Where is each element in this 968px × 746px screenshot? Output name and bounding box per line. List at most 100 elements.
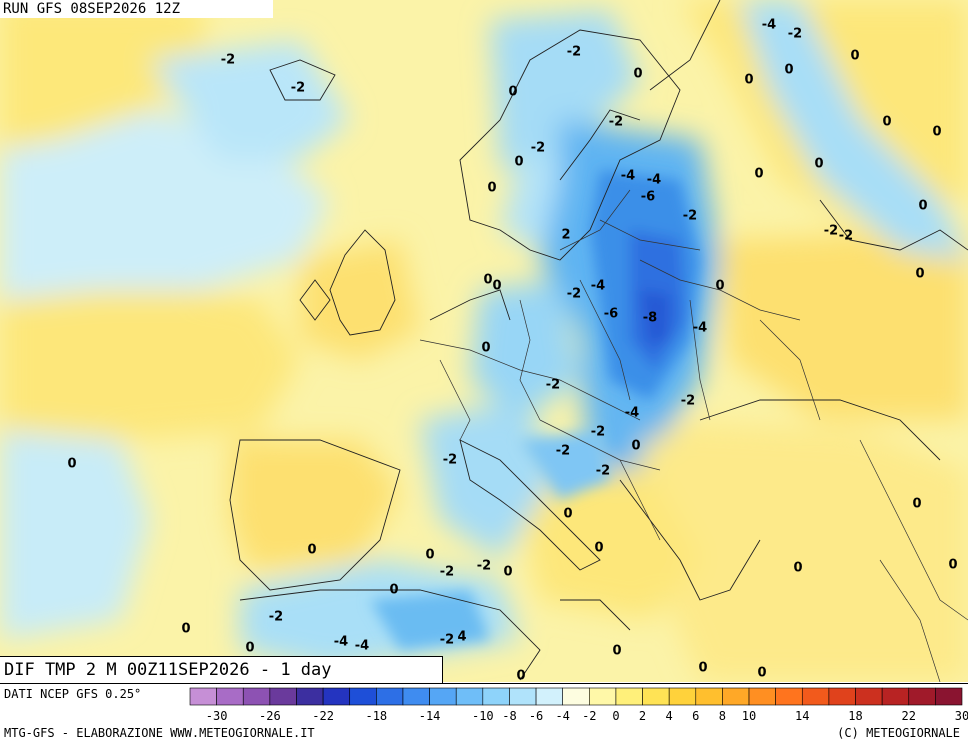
isoline-label: -4 [647,173,661,188]
colorbar: -30 -26 -22 -18 -14 -10 -8 -6 -4 -2 0 2 4 6 8 10 14 18 22 3… [189,687,968,723]
isoline-label: -2 [567,45,581,60]
isoline-label: 0 [882,115,891,130]
isoline-label: -4 [625,406,639,421]
isoline-label: -2 [477,559,491,574]
isoline-label: -2 [221,53,235,68]
colorbar-swatch [562,687,590,706]
colorbar-tick-label: -6 [529,709,543,723]
colorbar-swatch [775,687,803,706]
coastlines [229,0,968,681]
isoline-label: 0 [425,548,434,563]
colorbar-swatch [322,687,351,706]
colorbar-swatch [908,687,936,706]
isoline-label: -8 [643,311,657,326]
colorbar-swatch [429,687,457,706]
colorbar-swatch [642,687,670,706]
isoline-label: 0 [514,155,523,170]
colorbar-swatch [801,687,830,706]
isoline-label: 0 [563,507,572,522]
anomaly-core [370,170,700,650]
colorbar-swatch [828,687,856,706]
colorbar-swatch [855,687,883,706]
colorbar-swatch [216,687,244,706]
colorbar-tick-label: -8 [502,709,516,723]
colorbar-tick-label: 22 [902,709,916,723]
isoline-label: 0 [594,541,603,556]
colorbar-tick-label: 14 [795,709,809,723]
isoline-label: 0 [757,666,766,681]
colorbar-swatch [482,687,510,706]
isoline-label: 0 [483,273,492,288]
isoline-label: -4 [591,279,605,294]
isoline-label: -2 [269,610,283,625]
map-title: DIF TMP 2 M 00Z11SEP2026 - 1 day [0,656,443,684]
isoline-label: 0 [481,341,490,356]
isoline-label: -2 [683,209,697,224]
isoline-label: 0 [715,279,724,294]
isoline-label: -4 [693,321,707,336]
colorbar-swatch [269,687,297,706]
isoline-label: 0 [245,641,254,656]
isoline-label: -2 [596,464,610,479]
anomaly-field [0,0,968,682]
isoline-label: -2 [609,115,623,130]
isoline-label: 0 [633,67,642,82]
colorbar-swatch [509,687,537,706]
isoline-label: -2 [839,229,853,244]
colorbar-tick-label: -22 [312,709,334,723]
colorbar-swatch [535,687,563,706]
colorbar-tick-label: -30 [206,709,228,723]
isoline-label: -4 [762,18,776,33]
colorbar-tick-label: -4 [555,709,569,723]
run-label: RUN GFS 08SEP2026 12Z [0,0,273,18]
isoline-label: 0 [754,167,763,182]
isoline-label: -2 [681,394,695,409]
colorbar-swatch [881,687,910,706]
isoline-label: 0 [508,85,517,100]
colorbar-swatch [455,687,484,706]
colorbar-swatch [748,687,776,706]
isoline-label: 0 [516,669,525,683]
isoline-label: 0 [698,661,707,676]
isoline-label: -4 [621,169,635,184]
colorbar-tick-label: 6 [692,709,699,723]
isoline-label: -2 [531,141,545,156]
colorbar-tick-label: 10 [742,709,756,723]
isoline-label: 0 [307,543,316,558]
isoline-label: -2 [567,287,581,302]
isoline-label: 4 [457,630,466,645]
colorbar-tick-label: 4 [666,709,673,723]
isoline-label: 0 [912,497,921,512]
isoline-label: 0 [389,583,398,598]
isoline-label: -6 [641,190,655,205]
isoline-label: 0 [631,439,640,454]
colorbar-swatch [402,687,430,706]
colorbar-swatch [722,687,750,706]
isoline-label: 0 [492,279,501,294]
country-borders [419,189,968,682]
isoline-label: 2 [561,228,570,243]
colorbar-swatch [668,687,697,706]
isoline-label: -2 [556,444,570,459]
colorbar-tick-label: -10 [472,709,494,723]
colorbar-tick-label: 2 [639,709,646,723]
isoline-label: 0 [918,199,927,214]
isoline-label: -2 [591,425,605,440]
isoline-label: -4 [334,635,348,650]
isoline-label: 0 [503,565,512,580]
isoline-label: 0 [181,622,190,637]
colorbar-swatch [589,687,617,706]
isoline-label: 0 [67,457,76,472]
colorbar-swatch [695,687,723,706]
isoline-label: -6 [604,307,618,322]
isoline-label: -2 [440,565,454,580]
colorbar-swatch [296,687,324,706]
colorbar-tick-label: -26 [259,709,281,723]
isoline-label: 0 [793,561,802,576]
isoline-label: -2 [443,453,457,468]
colorbar-swatch [242,687,271,706]
isoline-label: 0 [915,267,924,282]
